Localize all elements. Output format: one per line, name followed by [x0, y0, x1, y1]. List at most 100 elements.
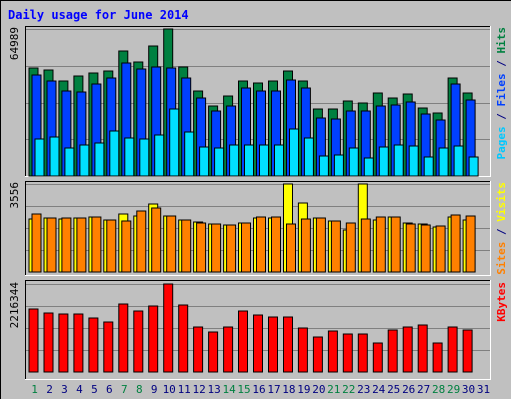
bar-sites-day-17 — [271, 216, 281, 273]
panel-3: 2216344 KBytes — [8, 280, 508, 380]
bar-kbytes-day-13 — [208, 331, 219, 373]
bar-kbytes-day-9 — [148, 305, 159, 373]
bar-kbytes-day-16 — [253, 314, 263, 373]
bar-pages-day-24 — [378, 146, 389, 177]
bar-sites-day-12 — [196, 222, 207, 273]
bar-kbytes-day-8 — [133, 310, 144, 373]
bar-sites-day-8 — [136, 210, 147, 273]
day-label-30: 30 — [462, 383, 475, 396]
day-label-13: 13 — [207, 383, 220, 396]
bar-kbytes-day-30 — [462, 329, 473, 373]
y-max-label: 2216344 — [8, 282, 21, 329]
series-legend: KBytes — [495, 282, 508, 322]
bar-kbytes-day-17 — [268, 316, 278, 373]
bar-kbytes-day-27 — [417, 324, 428, 373]
day-label-4: 4 — [76, 383, 83, 396]
day-label-17: 17 — [267, 383, 280, 396]
bar-sites-day-14 — [226, 224, 237, 273]
bar-pages-day-14 — [229, 144, 240, 177]
bar-pages-day-3 — [64, 147, 75, 177]
chart-title: Daily usage for June 2014 — [8, 8, 189, 22]
day-label-16: 16 — [252, 383, 265, 396]
bar-kbytes-day-22 — [342, 333, 353, 373]
bar-sites-day-9 — [151, 207, 162, 273]
bar-sites-day-16 — [256, 216, 266, 273]
series-legend: Sites / Visits — [495, 182, 508, 275]
bar-sites-day-7 — [121, 220, 132, 273]
bar-sites-day-28 — [435, 225, 446, 273]
bar-sites-day-2 — [46, 217, 57, 273]
bar-sites-day-15 — [241, 222, 251, 273]
bar-pages-day-26 — [408, 145, 419, 177]
bar-kbytes-day-28 — [432, 342, 443, 373]
bar-sites-day-27 — [420, 224, 431, 273]
bar-sites-day-18 — [286, 223, 296, 273]
bar-pages-day-10 — [169, 108, 180, 177]
day-label-25: 25 — [387, 383, 400, 396]
bar-pages-day-27 — [423, 156, 434, 177]
day-label-15: 15 — [237, 383, 250, 396]
bar-sites-day-29 — [450, 214, 461, 273]
legend-part-0: Pages — [495, 126, 508, 159]
bar-pages-day-7 — [124, 137, 135, 177]
day-label-3: 3 — [61, 383, 68, 396]
bar-kbytes-day-26 — [402, 326, 413, 373]
bar-pages-day-15 — [244, 144, 254, 177]
day-label-1: 1 — [31, 383, 38, 396]
bar-pages-day-22 — [348, 147, 359, 177]
legend-part-1: / — [495, 222, 508, 242]
series-legend: Pages / Files / Hits — [495, 27, 508, 160]
day-label-8: 8 — [136, 383, 143, 396]
bar-sites-day-11 — [181, 219, 192, 273]
legend-part-2: Visits — [495, 182, 508, 222]
bar-sites-day-22 — [345, 222, 356, 273]
bar-kbytes-day-11 — [178, 304, 189, 373]
y-max-label: 64989 — [8, 27, 21, 60]
bar-pages-day-17 — [274, 144, 284, 177]
bar-pages-day-20 — [318, 155, 329, 177]
chart-panels: 64989 Pages / Files / Hits 3556 Sites / Vis… — [8, 26, 508, 380]
bar-sites-day-4 — [76, 217, 87, 273]
day-label-6: 6 — [106, 383, 113, 396]
bar-pages-day-19 — [303, 137, 314, 177]
bar-kbytes-day-12 — [193, 326, 204, 373]
day-axis: 1 2 3 4 5 6 7 8 9 10 11 12 13 14 15 16 17 18 19 20 21 22 23 24 2… — [31, 383, 490, 396]
legend-part-1: / — [495, 107, 508, 127]
bar-sites-day-10 — [166, 215, 177, 273]
day-label-28: 28 — [432, 383, 445, 396]
panel-1: 64989 Pages / Files / Hits — [8, 26, 508, 177]
day-label-9: 9 — [151, 383, 158, 396]
bar-pages-day-18 — [289, 128, 299, 177]
bar-kbytes-day-4 — [73, 313, 84, 373]
bar-kbytes-day-2 — [43, 312, 54, 373]
bar-kbytes-day-21 — [327, 330, 338, 373]
day-label-19: 19 — [297, 383, 310, 396]
bar-kbytes-day-7 — [118, 303, 129, 373]
day-label-29: 29 — [447, 383, 460, 396]
bar-pages-day-8 — [139, 138, 150, 177]
bar-sites-day-3 — [61, 217, 72, 273]
bar-kbytes-day-18 — [283, 316, 293, 373]
day-label-18: 18 — [282, 383, 295, 396]
bar-sites-day-26 — [405, 223, 416, 273]
day-label-24: 24 — [372, 383, 386, 396]
bar-sites-day-21 — [330, 220, 341, 273]
day-label-22: 22 — [342, 383, 355, 396]
bar-sites-day-30 — [465, 215, 476, 273]
bar-kbytes-day-24 — [372, 342, 383, 373]
day-label-23: 23 — [357, 383, 370, 396]
bar-pages-day-30 — [468, 156, 479, 177]
bar-pages-day-1 — [34, 138, 45, 177]
legend-part-0: Sites — [495, 242, 508, 275]
legend-part-4: Hits — [495, 27, 508, 54]
bar-pages-day-11 — [184, 131, 195, 177]
bar-pages-day-23 — [363, 157, 374, 177]
day-label-21: 21 — [327, 383, 340, 396]
bar-sites-day-25 — [390, 216, 401, 273]
day-label-10: 10 — [163, 383, 176, 396]
bar-pages-day-16 — [259, 144, 269, 177]
bar-sites-day-1 — [31, 213, 42, 273]
bar-kbytes-day-6 — [103, 321, 114, 373]
bar-kbytes-day-10 — [163, 283, 174, 373]
bar-sites-day-19 — [300, 218, 311, 273]
